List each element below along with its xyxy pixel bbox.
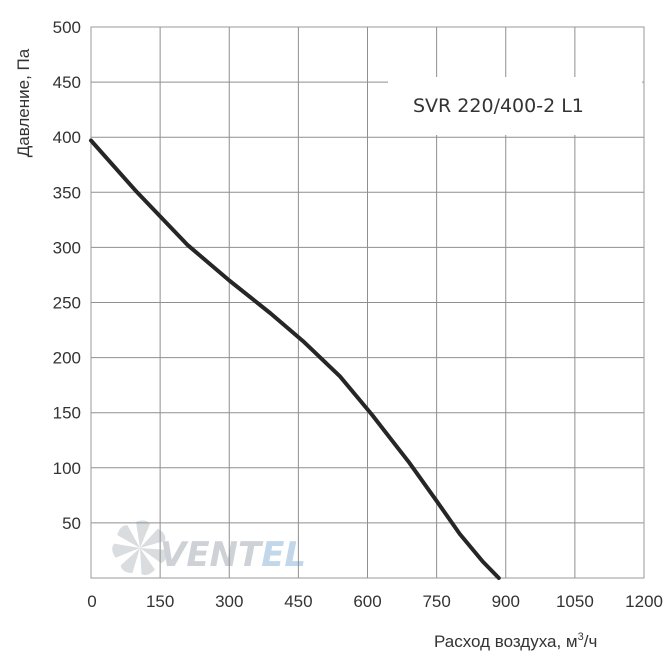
legend-box [388, 77, 642, 135]
y-tick-label: 100 [53, 459, 81, 478]
y-tick-label: 250 [53, 294, 81, 313]
x-tick-label: 0 [87, 592, 96, 611]
x-axis-label: Расход воздуха, м3/ч [434, 631, 597, 651]
x-tick-label: 600 [353, 592, 381, 611]
series [89, 138, 501, 580]
y-tick-label: 400 [53, 128, 81, 147]
x-tick-label: 900 [492, 592, 520, 611]
y-tick-label: 200 [53, 349, 81, 368]
y-tick-label: 150 [53, 404, 81, 423]
legend: SVR 220/400-2 L1 [388, 77, 642, 135]
y-axis: 50 100 150 200 250 300 350 400 450 500 [53, 18, 81, 533]
x-axis-label-main: Расход воздуха, м [434, 632, 578, 651]
x-tick-label: 450 [284, 592, 312, 611]
y-tick-label: 50 [62, 514, 81, 533]
y-tick-label: 500 [53, 18, 81, 37]
series-line-0 [89, 138, 501, 580]
x-tick-label: 150 [146, 592, 174, 611]
y-axis-label: Давление, Па [14, 48, 33, 157]
watermark: VENTEL [112, 520, 306, 576]
x-tick-label: 300 [215, 592, 243, 611]
watermark-text-b: EL [261, 535, 306, 575]
x-tick-label: 750 [422, 592, 450, 611]
plot-area [90, 26, 645, 579]
x-axis-label-sup: 3 [578, 631, 584, 643]
x-axis: 0 150 300 450 600 750 900 1050 1200 [87, 592, 663, 611]
x-axis-label-tail: /ч [584, 632, 598, 651]
watermark-text-a: VENT [160, 535, 264, 575]
legend-label: SVR 220/400-2 L1 [413, 95, 584, 117]
y-tick-label: 350 [53, 183, 81, 202]
x-tick-label: 1200 [625, 592, 663, 611]
x-tick-label: 1050 [556, 592, 594, 611]
y-tick-label: 450 [53, 73, 81, 92]
y-tick-label: 300 [53, 238, 81, 257]
watermark-logo: VENTEL [160, 535, 306, 575]
